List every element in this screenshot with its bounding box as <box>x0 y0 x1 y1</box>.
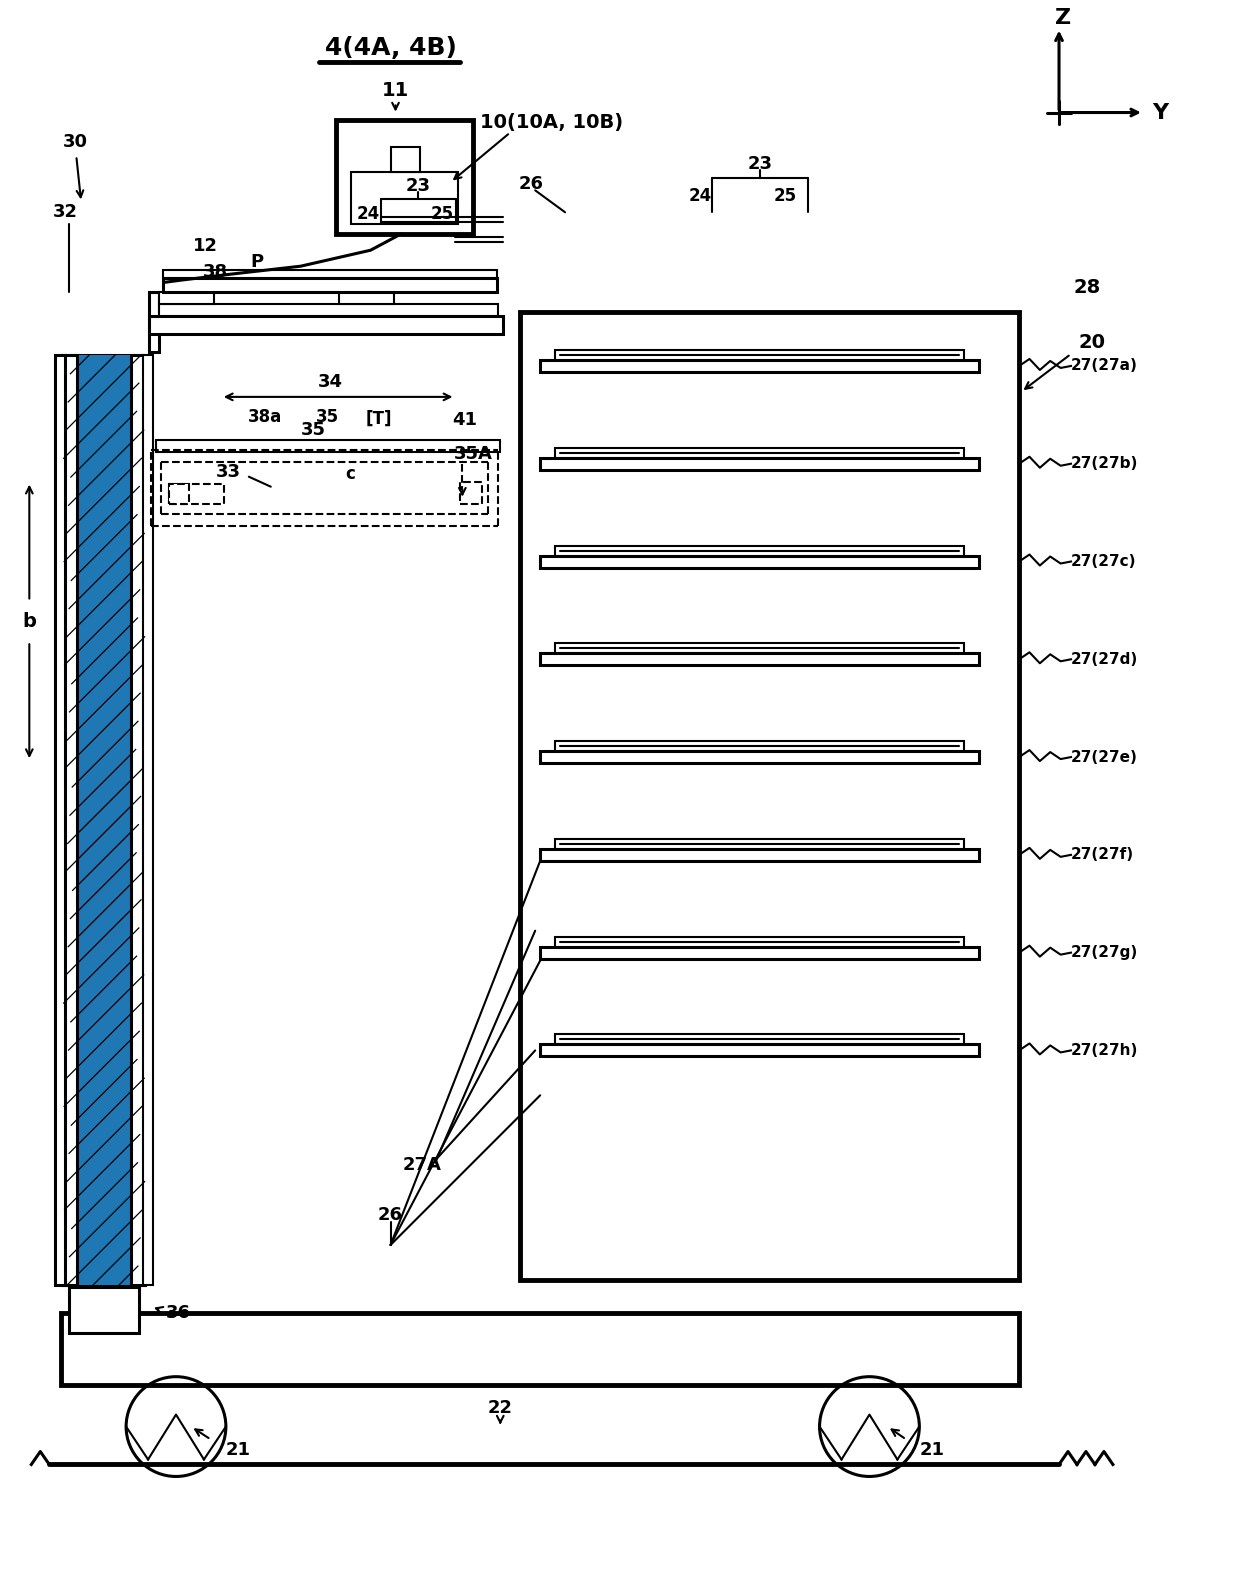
Text: 41: 41 <box>453 411 477 428</box>
Text: c: c <box>346 465 356 482</box>
Bar <box>556 936 965 947</box>
Text: 24: 24 <box>357 206 381 223</box>
Text: 25: 25 <box>430 206 454 223</box>
Bar <box>143 356 153 1285</box>
Bar <box>131 356 145 1285</box>
Text: 27(27g): 27(27g) <box>1071 945 1138 960</box>
Text: 27(27e): 27(27e) <box>1071 749 1138 765</box>
Text: 27(27a): 27(27a) <box>1071 359 1138 373</box>
Text: 27(27b): 27(27b) <box>1071 457 1138 471</box>
Bar <box>63 356 145 1285</box>
Bar <box>162 278 497 292</box>
Text: 21: 21 <box>226 1440 250 1459</box>
Bar <box>541 458 980 470</box>
Bar <box>556 349 965 360</box>
Bar <box>541 751 980 764</box>
Text: 11: 11 <box>382 81 409 100</box>
Bar <box>156 440 500 452</box>
Text: 24: 24 <box>688 187 712 206</box>
Text: 38: 38 <box>203 262 228 281</box>
Text: 12: 12 <box>193 237 218 255</box>
Bar <box>541 849 980 860</box>
Text: 35A: 35A <box>454 444 492 463</box>
Bar <box>159 292 215 304</box>
Bar <box>169 484 224 504</box>
Text: 26: 26 <box>518 175 543 193</box>
Text: 10(10A, 10B): 10(10A, 10B) <box>480 112 624 131</box>
Text: 27(27f): 27(27f) <box>1071 847 1135 862</box>
Text: 25: 25 <box>774 187 797 206</box>
Text: 38a: 38a <box>248 408 281 425</box>
Text: Y: Y <box>1152 103 1168 122</box>
Text: 27(27h): 27(27h) <box>1071 1043 1138 1058</box>
Bar <box>541 947 980 958</box>
Text: 34: 34 <box>319 373 343 391</box>
Bar <box>63 356 145 1285</box>
Bar <box>169 484 188 504</box>
Bar <box>541 555 980 568</box>
Bar <box>541 1045 980 1056</box>
Bar <box>69 1287 139 1333</box>
Text: 28: 28 <box>1074 278 1101 297</box>
Text: 22: 22 <box>487 1399 513 1417</box>
Bar <box>339 292 393 304</box>
Text: 20: 20 <box>1079 332 1106 351</box>
Text: b: b <box>22 612 36 631</box>
Bar <box>159 304 498 316</box>
Bar <box>556 643 965 653</box>
Text: 27(27c): 27(27c) <box>1071 553 1137 569</box>
Bar <box>162 270 497 278</box>
Text: 27A: 27A <box>403 1156 441 1175</box>
Text: 4(4A, 4B): 4(4A, 4B) <box>325 36 456 60</box>
Bar <box>521 311 1019 1281</box>
Text: 33: 33 <box>216 463 241 481</box>
Bar <box>56 356 66 1285</box>
Text: 35: 35 <box>301 421 326 440</box>
Text: 23: 23 <box>748 155 773 174</box>
Text: 27(27d): 27(27d) <box>1071 651 1138 667</box>
Bar <box>149 316 503 334</box>
Text: P: P <box>250 253 264 272</box>
Bar <box>460 482 482 504</box>
Bar <box>149 292 159 353</box>
Bar <box>63 356 77 1285</box>
Text: 26: 26 <box>378 1206 403 1224</box>
Bar <box>336 120 474 234</box>
Text: [T]: [T] <box>366 409 392 428</box>
Bar <box>391 147 420 172</box>
Text: 21: 21 <box>919 1440 945 1459</box>
Bar <box>556 741 965 751</box>
Text: Z: Z <box>1055 8 1071 28</box>
Bar <box>556 840 965 849</box>
Bar <box>541 360 980 372</box>
Text: 36: 36 <box>166 1304 191 1322</box>
Bar <box>556 1034 965 1045</box>
Text: 32: 32 <box>53 204 78 221</box>
Bar <box>61 1312 1019 1385</box>
Bar <box>556 447 965 458</box>
Text: 35: 35 <box>316 408 339 425</box>
Bar <box>556 545 965 555</box>
Bar <box>351 172 459 225</box>
Text: 30: 30 <box>63 133 88 152</box>
Bar <box>541 653 980 666</box>
Text: 23: 23 <box>405 177 432 196</box>
